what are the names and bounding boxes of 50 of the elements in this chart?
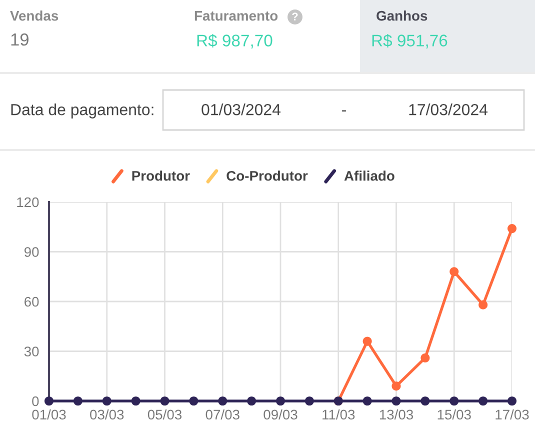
y-tick-label: 90 <box>24 247 39 257</box>
legend-label: Afiliado <box>344 170 394 181</box>
point <box>189 396 198 406</box>
point <box>392 396 401 406</box>
point <box>478 396 488 406</box>
x-tick-label: 17/03 <box>496 409 529 420</box>
x-tick-label: 07/03 <box>206 409 240 420</box>
point <box>218 396 228 406</box>
x-tick-label: 09/03 <box>264 409 298 420</box>
point <box>450 396 459 406</box>
x-tick-label: 15/03 <box>438 409 471 420</box>
point <box>478 300 488 310</box>
point <box>362 396 372 406</box>
legend-label: Produtor <box>132 170 190 181</box>
y-tick-label: 60 <box>24 296 39 307</box>
point <box>160 396 170 406</box>
point <box>73 396 82 406</box>
y-tick-label: 30 <box>24 346 39 356</box>
point <box>420 353 430 362</box>
text: 17/03/2024 <box>409 104 488 116</box>
x-tick-label: 11/03 <box>322 409 355 420</box>
text: Faturamento <box>194 11 278 21</box>
text: Data de pagamento: <box>11 104 154 118</box>
point <box>507 396 517 406</box>
y-tick-label: 0 <box>32 396 39 406</box>
x-tick-label: 13/03 <box>380 409 414 420</box>
point <box>362 336 372 346</box>
legend-label: Co-Produtor <box>226 170 308 181</box>
x-tick-label: 03/03 <box>90 409 124 420</box>
point <box>392 382 401 391</box>
point <box>131 396 140 406</box>
point <box>276 396 286 406</box>
text: R$ 951,76 <box>372 34 448 48</box>
text: 01/03/2024 <box>202 104 281 116</box>
point <box>247 396 256 406</box>
x-tick-label: 01/03 <box>32 409 66 420</box>
point <box>507 224 517 234</box>
y-tick-label: 120 <box>17 197 39 208</box>
text: 19 <box>11 33 28 46</box>
text: Ganhos <box>376 10 428 21</box>
x-tick-label: 05/03 <box>148 409 182 420</box>
text: Vendas <box>10 10 58 21</box>
point <box>304 396 314 406</box>
point <box>44 396 54 406</box>
point <box>102 396 112 406</box>
text: - <box>342 110 346 112</box>
text: ? <box>292 12 298 20</box>
text: R$ 987,70 <box>197 34 272 48</box>
point <box>420 396 430 406</box>
point <box>450 267 459 276</box>
